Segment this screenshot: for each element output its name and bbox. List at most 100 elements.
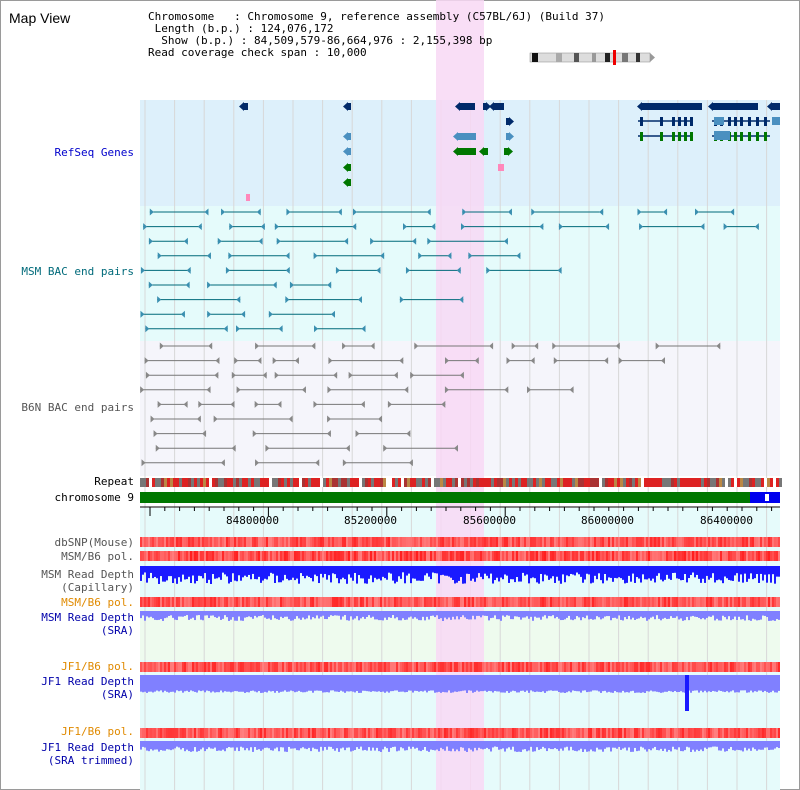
- pol-heat-cell: [734, 551, 736, 561]
- pol-heat-cell: [400, 662, 402, 672]
- depth-bar: [236, 675, 238, 692]
- pol-heat-cell: [446, 537, 448, 547]
- pol-heat-cell: [182, 662, 184, 672]
- pol-heat-cell: [538, 728, 540, 738]
- pol-heat-cell: [196, 662, 198, 672]
- depth-bar: [286, 741, 288, 752]
- depth-bar: [686, 611, 688, 617]
- pol-heat-cell: [778, 728, 780, 738]
- track-label-msm-b6-pol[interactable]: MSM/B6 pol.: [61, 550, 134, 563]
- pol-heat-cell: [694, 597, 696, 607]
- depth-bar: [288, 611, 290, 620]
- track-label-refseq[interactable]: RefSeq Genes: [54, 146, 134, 159]
- depth-bar: [436, 566, 438, 574]
- pol-heat-cell: [622, 662, 624, 672]
- pol-heat-cell: [568, 662, 570, 672]
- msm-bac-end: [268, 310, 273, 318]
- pol-heat-cell: [712, 537, 714, 547]
- gene-feature: [498, 164, 504, 171]
- depth-bar: [206, 566, 208, 584]
- pol-heat-cell: [230, 662, 232, 672]
- msm-bac-end: [157, 252, 162, 260]
- repeat-segment: [269, 478, 272, 487]
- repeat-segment: [281, 478, 284, 487]
- depth-bar: [330, 741, 332, 747]
- track-label-jf1-b6-pol[interactable]: JF1/B6 pol.: [61, 660, 134, 673]
- depth-bar: [160, 741, 162, 750]
- track-label-msm-depth-sra[interactable]: MSM Read Depth (SRA): [41, 611, 134, 637]
- track-label-jf1-depth-sra[interactable]: JF1 Read Depth (SRA): [41, 675, 134, 701]
- pol-heat-cell: [722, 728, 724, 738]
- pol-heat-cell: [750, 551, 752, 561]
- track-label-repeat[interactable]: Repeat: [94, 475, 134, 488]
- pol-heat-cell: [254, 551, 256, 561]
- depth-bar: [268, 611, 270, 619]
- repeat-segment: [410, 478, 413, 487]
- pol-heat-cell: [734, 597, 736, 607]
- msm-bac-end: [412, 237, 417, 245]
- track-label-msm-bac[interactable]: MSM BAC end pairs: [21, 265, 134, 278]
- depth-bar: [526, 566, 528, 575]
- depth-bar: [306, 741, 308, 750]
- depth-bar: [676, 741, 678, 750]
- pol-heat-cell: [732, 728, 734, 738]
- gene-exon: [714, 117, 724, 125]
- pol-heat-cell: [496, 597, 498, 607]
- depth-bar: [312, 611, 314, 618]
- depth-bar: [758, 741, 760, 750]
- depth-bar: [338, 611, 340, 616]
- repeat-segment: [713, 478, 716, 487]
- pol-heat-cell: [234, 662, 236, 672]
- depth-bar: [242, 611, 244, 621]
- pol-heat-cell: [322, 597, 324, 607]
- repeat-segment: [671, 478, 674, 487]
- track-label-dbsnp[interactable]: dbSNP(Mouse): [54, 536, 134, 549]
- depth-bar: [702, 675, 704, 693]
- pol-heat-cell: [454, 728, 456, 738]
- pol-heat-cell: [290, 662, 292, 672]
- pol-heat-cell: [266, 551, 268, 561]
- pol-heat-cell: [278, 597, 280, 607]
- pol-heat-cell: [282, 662, 284, 672]
- pol-heat-cell: [300, 597, 302, 607]
- track-label-chromosome[interactable]: chromosome 9: [54, 491, 134, 504]
- pol-heat-cell: [214, 597, 216, 607]
- depth-bar: [666, 566, 668, 575]
- pol-heat-cell: [312, 597, 314, 607]
- track-label-jf1-b6-pol-2[interactable]: JF1/B6 pol.: [61, 725, 134, 738]
- pol-heat-cell: [616, 662, 618, 672]
- depth-bar: [240, 741, 242, 747]
- pol-heat-cell: [164, 537, 166, 547]
- depth-bar: [202, 675, 204, 691]
- depth-bar: [404, 675, 406, 693]
- pol-heat-cell: [312, 551, 314, 561]
- pol-heat-cell: [674, 597, 676, 607]
- depth-bar: [502, 566, 504, 580]
- pol-heat-cell: [612, 662, 614, 672]
- pol-heat-cell: [282, 537, 284, 547]
- pol-heat-cell: [676, 728, 678, 738]
- pol-heat-cell: [240, 597, 242, 607]
- track-label-msm-depth-cap[interactable]: MSM Read Depth (Capillary): [41, 568, 134, 594]
- depth-bar: [516, 566, 518, 578]
- msm-bac-end: [380, 252, 385, 260]
- pol-heat-cell: [324, 537, 326, 547]
- pol-heat-cell: [692, 728, 694, 738]
- track-label-msm-b6-pol-2[interactable]: MSM/B6 pol.: [61, 596, 134, 609]
- pol-heat-cell: [718, 728, 720, 738]
- depth-bar: [546, 611, 548, 619]
- track-label-jf1-depth-trim[interactable]: JF1 Read Depth (SRA trimmed): [41, 741, 134, 767]
- pol-heat-cell: [154, 597, 156, 607]
- msm-bac-end: [426, 208, 431, 216]
- track-label-b6n-bac[interactable]: B6N BAC end pairs: [21, 401, 134, 414]
- depth-bar: [232, 675, 234, 692]
- pol-heat-cell: [490, 551, 492, 561]
- ideogram-band: [574, 53, 579, 62]
- pol-heat-cell: [706, 551, 708, 561]
- pol-heat-cell: [318, 537, 320, 547]
- depth-bar: [456, 566, 458, 583]
- pol-heat-cell: [632, 537, 634, 547]
- pol-heat-cell: [422, 537, 424, 547]
- depth-bar: [424, 611, 426, 621]
